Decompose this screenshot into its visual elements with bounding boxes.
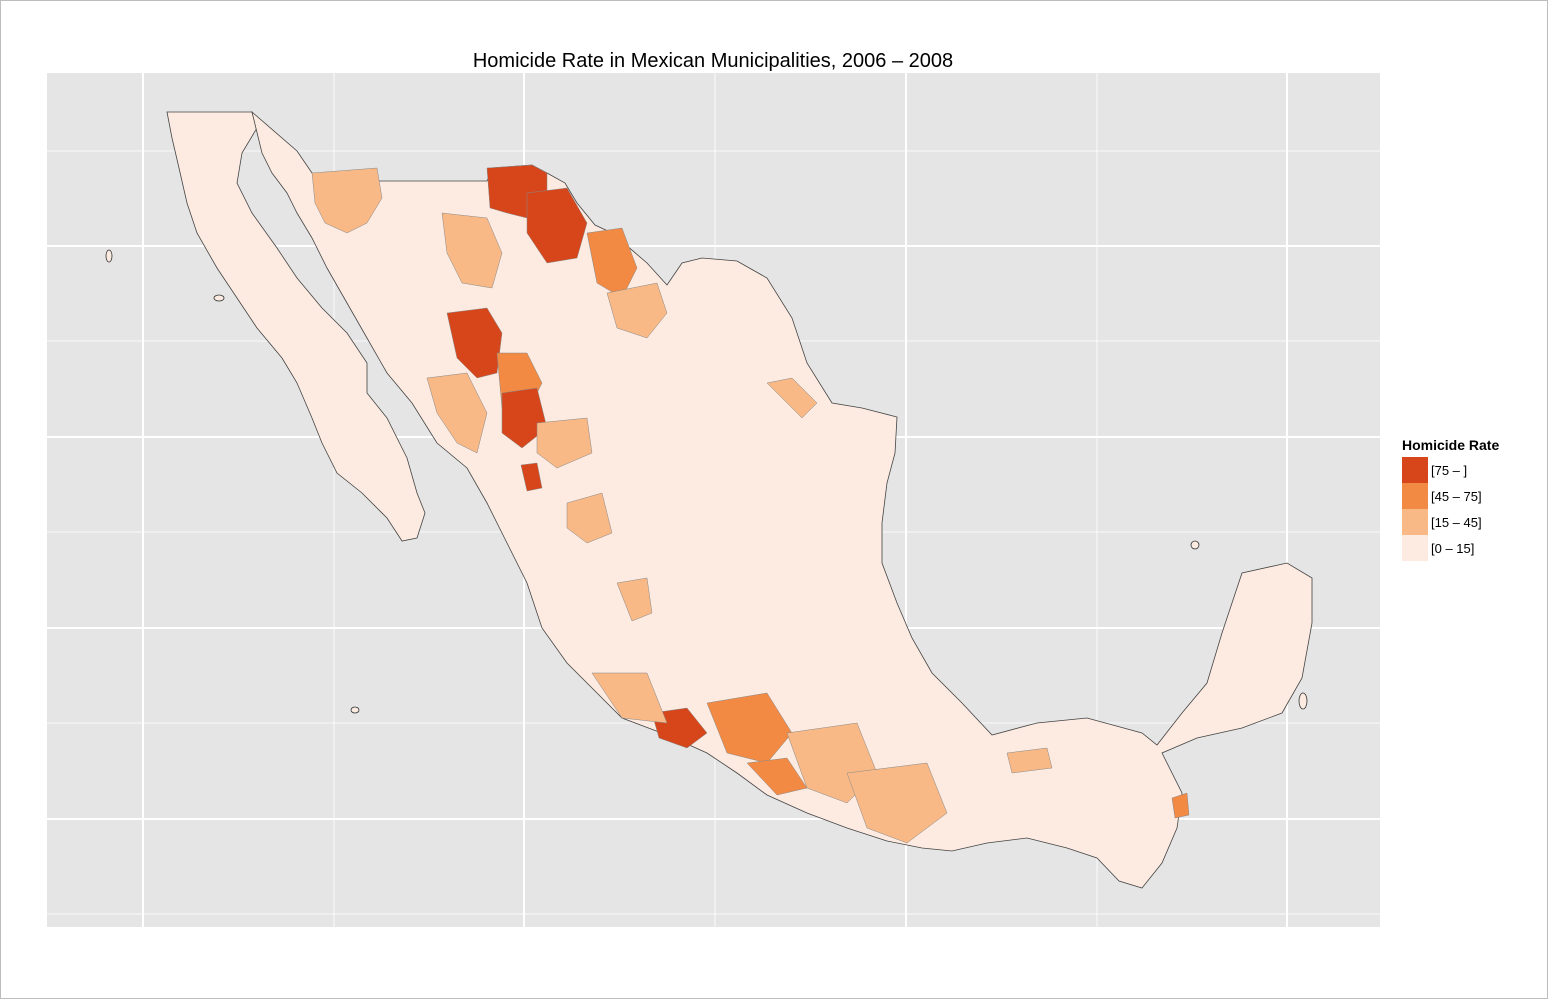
mainland-mexico	[251, 110, 1313, 889]
region-michoacan-coast	[591, 672, 668, 724]
region-sinaloa-culiacan	[501, 387, 548, 449]
legend-label: [15 – 45]	[1431, 514, 1482, 530]
legend-key-45-75	[1402, 483, 1428, 509]
legend-item: [45 – 75]	[1402, 483, 1499, 509]
region-sonora-north	[311, 167, 383, 234]
region-nayarit	[566, 492, 613, 544]
legend-label: [0 – 15]	[1431, 540, 1475, 556]
map-panel	[47, 73, 1380, 927]
island-arrecife	[1190, 540, 1200, 550]
legend-key-15-45	[1402, 509, 1428, 535]
legend-label: [75 – ]	[1431, 462, 1468, 478]
region-tabasco	[1006, 747, 1053, 774]
region-coahuila-north	[586, 227, 638, 299]
legend-item: [75 – ]	[1402, 457, 1499, 483]
region-ciudad-juarez	[526, 187, 588, 264]
region-chihuahua-west	[441, 212, 503, 289]
region-tamaulipas-north	[606, 282, 668, 339]
legend-item: [15 – 45]	[1402, 509, 1499, 535]
island-guadalupe	[105, 249, 113, 263]
legend-key-0-15	[1402, 535, 1428, 561]
region-oaxaca-coast	[846, 762, 948, 844]
region-mazatlan	[520, 462, 543, 492]
legend-title: Homicide Rate	[1402, 437, 1500, 453]
region-veracruz-north	[766, 377, 818, 419]
region-sierra-tarahumara	[446, 307, 503, 379]
baja-california-peninsula	[166, 111, 426, 542]
region-durango-central	[536, 417, 593, 469]
legend-label: [45 – 75]	[1431, 488, 1482, 504]
region-jalisco	[616, 577, 653, 622]
map-svg	[47, 73, 1380, 927]
island-revillagigedo	[350, 706, 360, 714]
legend-item: [0 – 15]	[1402, 535, 1499, 561]
region-guerrero-north	[706, 692, 793, 764]
region-michoacan-tierra-caliente	[651, 707, 708, 749]
map-title: Homicide Rate in Mexican Municipalities,…	[472, 50, 954, 72]
region-chiapas-border	[1171, 792, 1190, 819]
region-sinaloa-coast	[426, 372, 488, 454]
legend-key-75-plus	[1402, 457, 1428, 483]
legend: Homicide Rate [75 – ] [45 – 75] [15 – 45…	[1402, 437, 1499, 561]
island-cedros	[213, 294, 225, 302]
island-cozumel	[1298, 692, 1308, 710]
